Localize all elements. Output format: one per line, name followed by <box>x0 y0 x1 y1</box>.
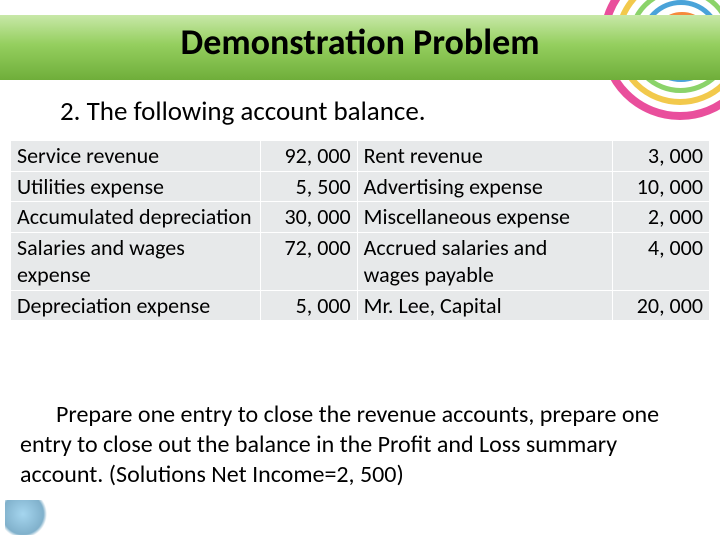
acct-label: Service revenue <box>11 141 261 172</box>
table-row: Accumulated depreciation 30, 000 Miscell… <box>11 202 710 233</box>
acct-amount: 4, 000 <box>613 232 710 290</box>
acct-label: Salaries and wages expense <box>11 232 261 290</box>
acct-label: Accumulated depreciation <box>11 202 261 233</box>
acct-amount: 20, 000 <box>613 290 710 321</box>
acct-label: Utilities expense <box>11 171 261 202</box>
acct-amount: 92, 000 <box>261 141 358 172</box>
instructions-text: Prepare one entry to close the revenue a… <box>20 400 700 490</box>
table-row: Salaries and wages expense 72, 000 Accru… <box>11 232 710 290</box>
subtitle: 2. The following account balance. <box>60 95 426 128</box>
acct-amount: 72, 000 <box>261 232 358 290</box>
acct-amount: 10, 000 <box>613 171 710 202</box>
acct-label: Depreciation expense <box>11 290 261 321</box>
instructions-paragraph: Prepare one entry to close the revenue a… <box>20 400 700 490</box>
acct-amount: 5, 000 <box>261 290 358 321</box>
acct-amount: 3, 000 <box>613 141 710 172</box>
acct-amount: 30, 000 <box>261 202 358 233</box>
acct-label: Rent revenue <box>357 141 613 172</box>
account-balance-table: Service revenue 92, 000 Rent revenue 3, … <box>10 140 710 321</box>
page-title: Demonstration Problem <box>0 20 720 64</box>
acct-label: Mr. Lee, Capital <box>357 290 613 321</box>
slide-logo <box>5 500 50 535</box>
table-row: Service revenue 92, 000 Rent revenue 3, … <box>11 141 710 172</box>
acct-amount: 2, 000 <box>613 202 710 233</box>
acct-amount: 5, 500 <box>261 171 358 202</box>
table-row: Depreciation expense 5, 000 Mr. Lee, Cap… <box>11 290 710 321</box>
acct-label: Miscellaneous expense <box>357 202 613 233</box>
acct-label: Advertising expense <box>357 171 613 202</box>
acct-label: Accrued salaries and wages payable <box>357 232 613 290</box>
table-row: Utilities expense 5, 500 Advertising exp… <box>11 171 710 202</box>
